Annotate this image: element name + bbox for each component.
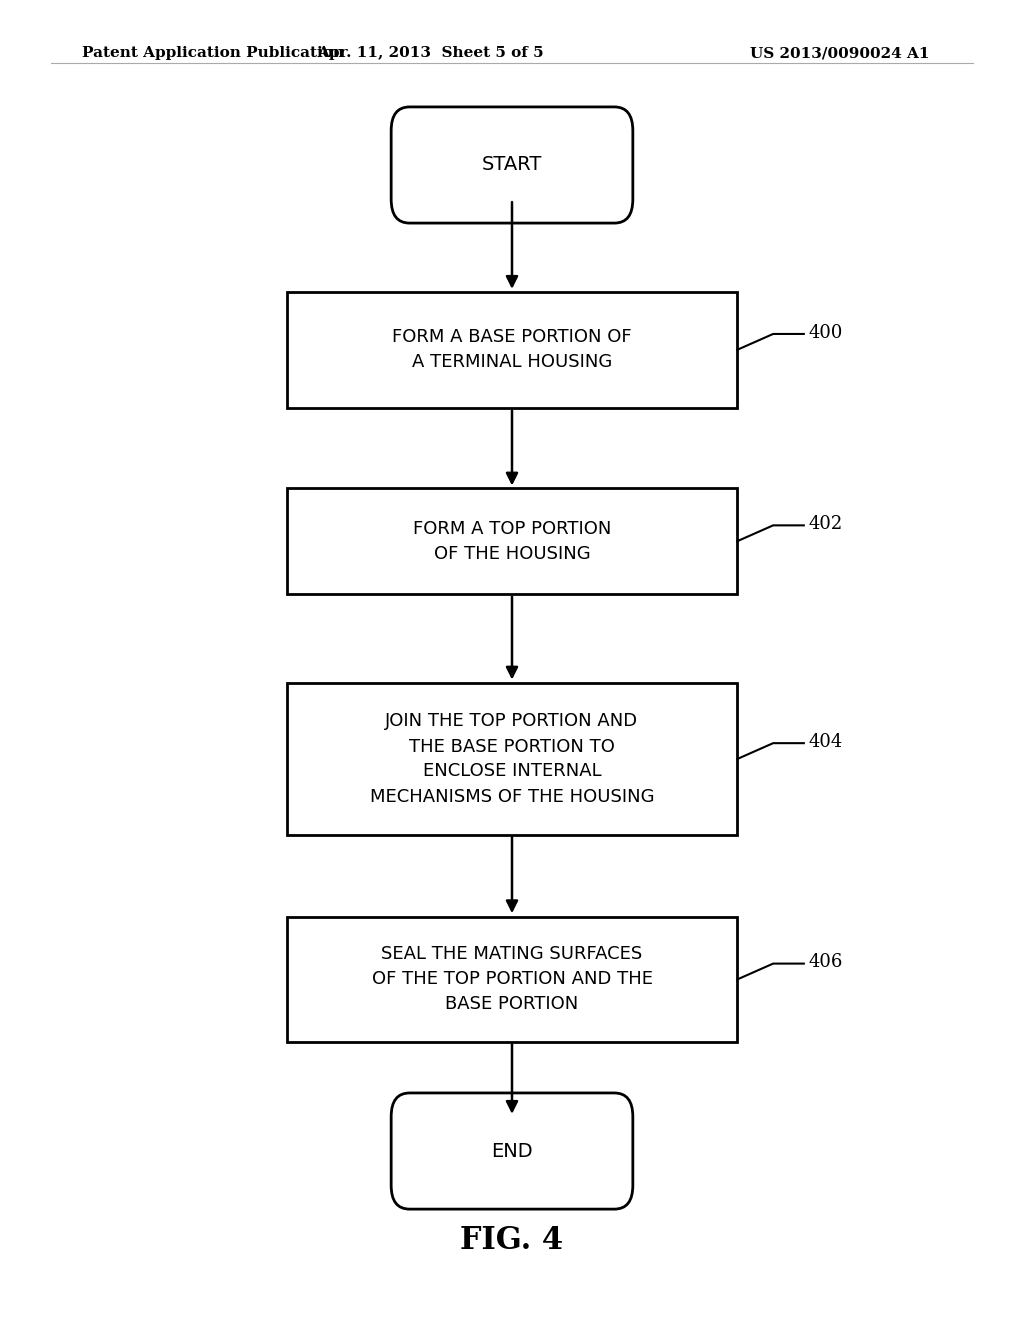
Text: JOIN THE TOP PORTION AND
THE BASE PORTION TO
ENCLOSE INTERNAL
MECHANISMS OF THE : JOIN THE TOP PORTION AND THE BASE PORTIO… xyxy=(370,713,654,805)
Text: SEAL THE MATING SURFACES
OF THE TOP PORTION AND THE
BASE PORTION: SEAL THE MATING SURFACES OF THE TOP PORT… xyxy=(372,945,652,1014)
Text: US 2013/0090024 A1: US 2013/0090024 A1 xyxy=(750,46,930,61)
Text: 402: 402 xyxy=(809,515,843,533)
Text: FORM A TOP PORTION
OF THE HOUSING: FORM A TOP PORTION OF THE HOUSING xyxy=(413,520,611,562)
Text: Patent Application Publication: Patent Application Publication xyxy=(82,46,344,61)
Text: Apr. 11, 2013  Sheet 5 of 5: Apr. 11, 2013 Sheet 5 of 5 xyxy=(316,46,544,61)
FancyBboxPatch shape xyxy=(287,292,737,408)
FancyBboxPatch shape xyxy=(287,488,737,594)
Text: START: START xyxy=(482,156,542,174)
Text: 404: 404 xyxy=(809,733,843,751)
Text: END: END xyxy=(492,1142,532,1160)
FancyBboxPatch shape xyxy=(287,684,737,836)
FancyBboxPatch shape xyxy=(391,1093,633,1209)
FancyBboxPatch shape xyxy=(391,107,633,223)
Text: 400: 400 xyxy=(809,323,844,342)
FancyBboxPatch shape xyxy=(287,916,737,1043)
Text: FORM A BASE PORTION OF
A TERMINAL HOUSING: FORM A BASE PORTION OF A TERMINAL HOUSIN… xyxy=(392,329,632,371)
Text: FIG. 4: FIG. 4 xyxy=(461,1225,563,1257)
Text: 406: 406 xyxy=(809,953,844,972)
